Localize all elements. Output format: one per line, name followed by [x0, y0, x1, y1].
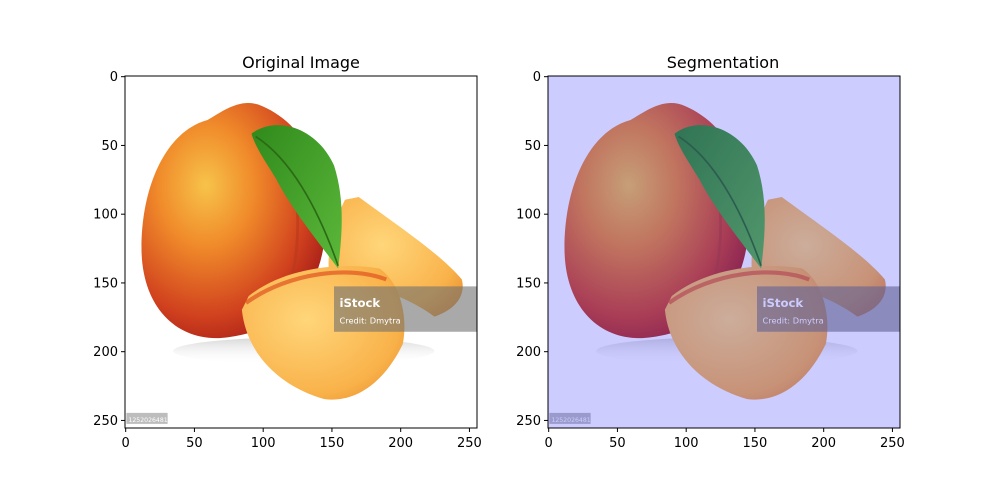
image-area: iStock Credit: Dmytra 1252026481: [125, 76, 477, 428]
y-tick-label: 200: [516, 345, 541, 360]
x-tick-label: 100: [674, 436, 699, 451]
x-tick-label: 50: [609, 436, 626, 451]
segmentation-overlay: [548, 76, 900, 428]
y-tick-label: 150: [516, 276, 541, 291]
x-tick-label: 0: [122, 436, 130, 451]
leaf-vein: [678, 135, 762, 267]
y-tick-label: 0: [533, 70, 541, 85]
y-tick-label: 0: [110, 70, 118, 85]
watermark-credit: Credit: Dmytra: [763, 316, 824, 326]
x-tick-label: 100: [251, 436, 276, 451]
x-tick-label: 0: [545, 436, 553, 451]
image-area: iStock Credit: Dmytra 1252026481: [548, 76, 900, 428]
x-tick-label: 200: [388, 436, 413, 451]
panel-title: Segmentation: [667, 53, 779, 72]
panel-segmentation: Segmentation iStock Credit: Dmytra 1252026…: [516, 53, 905, 451]
stock-id-badge: [126, 412, 168, 424]
x-tick-label: 50: [186, 436, 203, 451]
y-tick-label: 50: [524, 139, 541, 154]
watermark-credit: Credit: Dmytra: [340, 316, 401, 326]
x-tick-label: 150: [743, 436, 768, 451]
axes-frame: [124, 75, 478, 429]
watermark-band: [334, 286, 477, 332]
leaf: [674, 125, 765, 269]
stock-id: 1252026481: [128, 417, 167, 424]
y-tick-label: 150: [93, 276, 118, 291]
slice-skin-edge: [667, 270, 811, 305]
peach-scene: iStock Credit: Dmytra 1252026481: [126, 102, 477, 424]
x-axis: 0 50 100 150 200 250: [545, 428, 905, 451]
y-tick-label: 100: [93, 208, 118, 223]
y-tick-label: 200: [93, 345, 118, 360]
watermark-band: [757, 286, 900, 332]
x-axis: 0 50 100 150 200 250: [122, 428, 482, 451]
watermark-brand: iStock: [763, 296, 804, 310]
panel-title: Original Image: [242, 53, 360, 72]
x-tick-label: 150: [320, 436, 345, 451]
x-tick-label: 250: [880, 436, 905, 451]
peach-scene: iStock Credit: Dmytra 1252026481: [549, 102, 900, 424]
leaf-vein: [255, 135, 339, 267]
stock-id: 1252026481: [551, 417, 590, 424]
x-tick-label: 250: [457, 436, 482, 451]
leaf: [251, 125, 342, 269]
y-tick-label: 250: [516, 414, 541, 429]
panel-original: Original Image iStock Credit: Dmytra 12520…: [93, 53, 482, 451]
y-tick-label: 250: [93, 414, 118, 429]
y-axis: 0 50 100 150 200 250: [93, 70, 125, 429]
axes-frame: [547, 75, 901, 429]
x-tick-label: 200: [811, 436, 836, 451]
y-tick-label: 50: [101, 139, 118, 154]
watermark-brand: iStock: [340, 296, 381, 310]
stock-id-badge: [549, 412, 591, 424]
y-tick-label: 100: [516, 208, 541, 223]
y-axis: 0 50 100 150 200 250: [516, 70, 548, 429]
slice-skin-edge: [244, 270, 388, 305]
